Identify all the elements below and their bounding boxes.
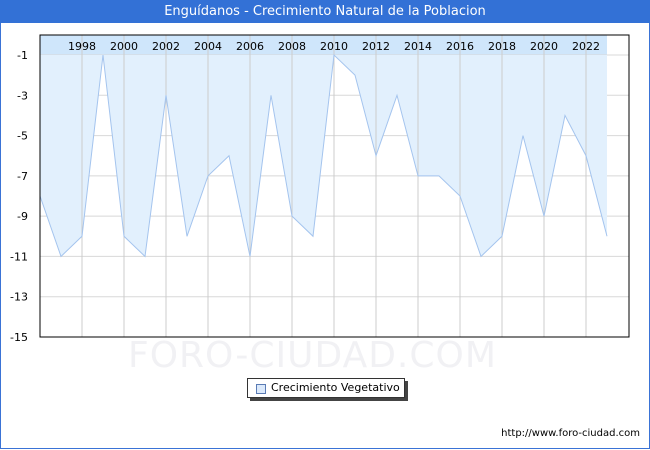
source-url: http://www.foro-ciudad.com: [501, 428, 640, 439]
x-tick-label: 2022: [572, 40, 600, 53]
x-tick-label: 2004: [194, 40, 222, 53]
y-tick-label: -3: [17, 89, 28, 102]
y-tick-label: -9: [17, 210, 28, 223]
x-axis-ticks: 1998 2000 2002 2004 2006 2008 2010 2012 2014 2016…: [68, 40, 600, 53]
x-tick-label: 2020: [530, 40, 558, 53]
y-tick-label: -5: [17, 130, 28, 143]
x-tick-label: 2002: [152, 40, 180, 53]
x-tick-label: 2006: [236, 40, 264, 53]
x-tick-label: 2008: [278, 40, 306, 53]
legend-label: Crecimiento Vegetativo: [271, 381, 400, 394]
x-tick-label: 1998: [68, 40, 96, 53]
x-tick-label: 2010: [320, 40, 348, 53]
x-tick-label: 2000: [110, 40, 138, 53]
x-tick-label: 2016: [446, 40, 474, 53]
x-tick-label: 2014: [404, 40, 432, 53]
x-tick-label: 2012: [362, 40, 390, 53]
y-tick-label: -13: [10, 291, 28, 304]
y-tick-label: -7: [17, 170, 28, 183]
axes: [39, 34, 630, 338]
x-tick-label: 2018: [488, 40, 516, 53]
y-tick-label: -15: [10, 331, 28, 344]
legend-swatch-icon: [256, 384, 266, 394]
area-series: [39, 35, 608, 337]
watermark: FORO-CIUDAD.COM: [128, 335, 497, 376]
chart-title: Enguídanos - Crecimiento Natural de la P…: [0, 0, 650, 23]
y-tick-label: -11: [10, 250, 28, 263]
y-tick-label: -1: [17, 49, 28, 62]
y-axis-ticks: -1 -3 -5 -7 -9 -11 -13 -15: [10, 49, 28, 344]
legend: Crecimiento Vegetativo: [247, 378, 405, 398]
